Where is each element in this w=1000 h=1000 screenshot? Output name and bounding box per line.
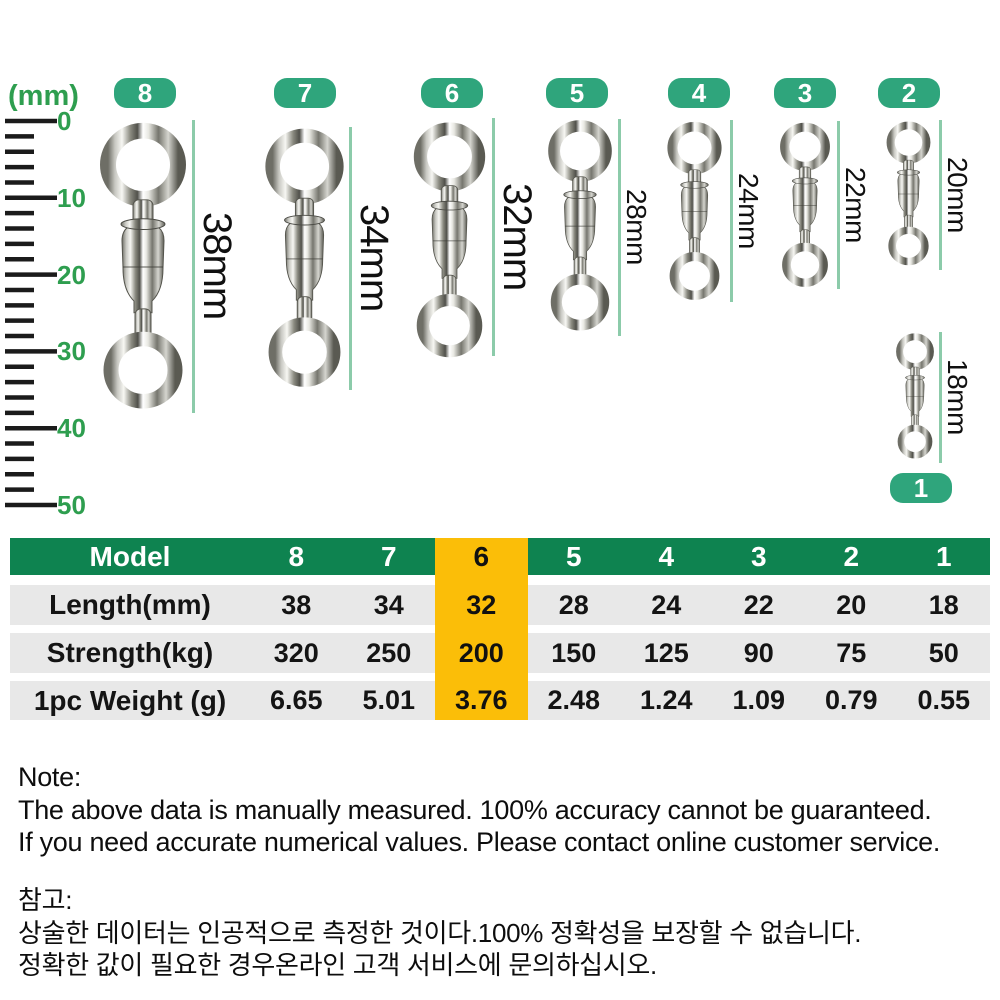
length-value: 32 bbox=[435, 585, 528, 625]
table-header-col-1: 1 bbox=[897, 538, 990, 575]
length-value: 34 bbox=[342, 585, 435, 625]
ruler-tick-label-40: 40 bbox=[57, 413, 86, 443]
row-label-weight: 1pc Weight (g) bbox=[10, 681, 250, 720]
ruler-tick-label-20: 20 bbox=[57, 260, 86, 290]
size-badge-2: 2 bbox=[878, 78, 940, 108]
weight-value: 1.24 bbox=[620, 681, 713, 720]
table-header-row: Model 8 7 6 5 4 3 2 1 bbox=[10, 538, 990, 575]
size-badge-1: 1 bbox=[890, 473, 952, 503]
table-header-col-3: 3 bbox=[712, 538, 805, 575]
weight-value: 1.09 bbox=[712, 681, 805, 720]
table-row-strength: Strength(kg) 320 250 200 150 125 90 75 5… bbox=[10, 633, 990, 673]
table-row-weight: 1pc Weight (g) 6.65 5.01 3.76 2.48 1.24 … bbox=[10, 681, 990, 720]
swivel-image-4 bbox=[663, 120, 726, 302]
strength-value: 50 bbox=[897, 633, 990, 673]
weight-value: 2.48 bbox=[527, 681, 620, 720]
note-line1-en: The above data is manually measured. 100… bbox=[18, 795, 932, 825]
swivel-image-7 bbox=[259, 126, 350, 390]
size-badge-3: 3 bbox=[774, 78, 836, 108]
weight-value: 5.01 bbox=[342, 681, 435, 720]
measure-line-8 bbox=[192, 120, 195, 413]
strength-value: 250 bbox=[342, 633, 435, 673]
strength-value: 90 bbox=[712, 633, 805, 673]
length-label-6: 32mm bbox=[495, 183, 539, 291]
measure-line-4 bbox=[730, 120, 733, 302]
length-value: 18 bbox=[897, 585, 990, 625]
weight-value: 3.76 bbox=[435, 681, 528, 720]
measure-line-6 bbox=[492, 118, 495, 356]
length-label-2: 20mm bbox=[942, 157, 973, 233]
measure-line-2 bbox=[939, 120, 942, 270]
note-line2-ko: 정확한 값이 필요한 경우온라인 고객 서비스에 문의하십시오. bbox=[18, 950, 657, 980]
length-value: 38 bbox=[250, 585, 343, 625]
length-value: 22 bbox=[712, 585, 805, 625]
strength-value: 320 bbox=[250, 633, 343, 673]
table-header-col-5: 5 bbox=[527, 538, 620, 575]
measure-line-5 bbox=[618, 119, 621, 336]
note-title-en: Note: bbox=[18, 762, 82, 792]
ruler-tick-label-30: 30 bbox=[57, 336, 86, 366]
size-badge-8: 8 bbox=[114, 78, 176, 108]
swivel-image-3 bbox=[776, 121, 834, 289]
table-row-length: Length(mm) 38 34 32 28 24 22 20 18 bbox=[10, 585, 990, 625]
table-header-col-8: 8 bbox=[250, 538, 343, 575]
note-line2-en: If you need accurate numerical values. P… bbox=[18, 827, 941, 857]
table-header-col-7: 7 bbox=[342, 538, 435, 575]
length-label-7: 34mm bbox=[352, 204, 396, 312]
measure-line-1 bbox=[939, 332, 942, 463]
note-title-ko: 참고: bbox=[18, 885, 73, 915]
size-badge-4: 4 bbox=[668, 78, 730, 108]
length-label-8: 38mm bbox=[195, 212, 239, 320]
table-header-model: Model bbox=[10, 538, 250, 575]
swivel-image-8 bbox=[93, 120, 193, 412]
length-value: 20 bbox=[805, 585, 898, 625]
ruler-tick-label-0: 0 bbox=[57, 106, 72, 136]
table-header-col-6: 6 bbox=[435, 538, 528, 575]
length-label-4: 24mm bbox=[733, 173, 764, 249]
size-badge-7: 7 bbox=[274, 78, 336, 108]
length-label-3: 22mm bbox=[840, 167, 871, 243]
length-value: 24 bbox=[620, 585, 713, 625]
strength-value: 125 bbox=[620, 633, 713, 673]
weight-value: 0.55 bbox=[897, 681, 990, 720]
strength-value: 200 bbox=[435, 633, 528, 673]
ruler-tick-label-50: 50 bbox=[57, 490, 86, 520]
ruler-unit-label: (mm) bbox=[8, 80, 79, 112]
size-badge-5: 5 bbox=[546, 78, 608, 108]
measure-line-7 bbox=[349, 127, 352, 390]
row-label-strength: Strength(kg) bbox=[10, 633, 250, 673]
swivel-image-2 bbox=[883, 120, 934, 267]
weight-value: 0.79 bbox=[805, 681, 898, 720]
length-value: 28 bbox=[527, 585, 620, 625]
size-badge-6: 6 bbox=[421, 78, 483, 108]
swivel-image-1 bbox=[893, 332, 937, 460]
length-label-5: 28mm bbox=[621, 189, 652, 265]
measure-line-3 bbox=[837, 121, 840, 289]
swivel-image-5 bbox=[543, 118, 617, 333]
strength-value: 75 bbox=[805, 633, 898, 673]
row-label-length: Length(mm) bbox=[10, 585, 250, 625]
table-header-col-4: 4 bbox=[620, 538, 713, 575]
strength-value: 150 bbox=[527, 633, 620, 673]
weight-value: 6.65 bbox=[250, 681, 343, 720]
ruler-tick-label-10: 10 bbox=[57, 183, 86, 213]
swivel-image-6 bbox=[408, 120, 491, 360]
note-line1-ko: 상술한 데이터는 인공적으로 측정한 것이다.100% 정확성을 보장할 수 없… bbox=[18, 918, 862, 948]
length-label-1: 18mm bbox=[942, 359, 973, 435]
spec-table: Model 8 7 6 5 4 3 2 1 Length(mm) 38 34 3… bbox=[10, 538, 990, 720]
table-header-col-2: 2 bbox=[805, 538, 898, 575]
ruler bbox=[5, 118, 57, 508]
